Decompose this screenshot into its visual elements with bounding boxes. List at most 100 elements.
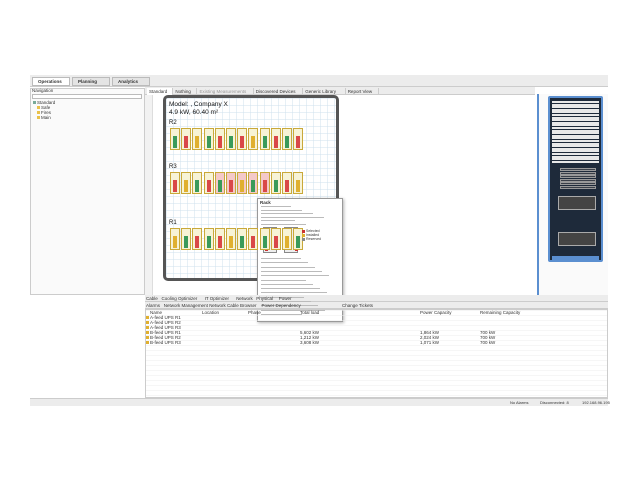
table-tab-label[interactable]: Network Management bbox=[163, 303, 208, 308]
rack-unit bbox=[552, 147, 599, 150]
detail-line bbox=[261, 262, 308, 264]
model-summary: 4.9 kW, 60.40 m² bbox=[169, 109, 219, 116]
column-header[interactable]: Total load bbox=[300, 310, 320, 315]
bottom-tab-label[interactable]: Power bbox=[278, 296, 292, 301]
rack-unit bbox=[552, 140, 599, 142]
rack-load bbox=[285, 236, 289, 248]
legend-swatch bbox=[302, 238, 305, 241]
detail-line bbox=[261, 220, 295, 221]
model-label: Model: , Company X bbox=[169, 101, 228, 108]
row-label: R1 bbox=[169, 220, 177, 226]
rack-load bbox=[296, 136, 301, 148]
rack-load bbox=[206, 136, 211, 148]
bottom-tab-label[interactable]: Cooling Optimizer bbox=[161, 296, 198, 301]
column-header[interactable]: Location bbox=[202, 310, 220, 315]
bottom-tab-label[interactable]: Network bbox=[236, 296, 253, 301]
tree-item[interactable]: Fires bbox=[41, 110, 51, 115]
rack-unit bbox=[552, 142, 599, 145]
legend-swatch bbox=[302, 230, 305, 233]
rack-load bbox=[184, 136, 189, 148]
tree-icon bbox=[37, 116, 40, 119]
perspective-tab[interactable] bbox=[32, 77, 70, 86]
rack-unit bbox=[552, 155, 599, 158]
table-cell: 2,024 kW bbox=[420, 335, 440, 340]
editor-tab[interactable] bbox=[254, 88, 304, 95]
legend-swatch bbox=[302, 234, 305, 237]
rack-unit bbox=[552, 101, 599, 103]
column-header[interactable]: Phase bbox=[248, 310, 261, 315]
perspective-tab[interactable] bbox=[112, 77, 150, 86]
rack-unit bbox=[552, 106, 599, 109]
rack-device bbox=[560, 168, 596, 171]
rack-unit bbox=[552, 153, 599, 155]
table-tab-label[interactable]: Network Cable Browser bbox=[209, 303, 257, 308]
detail-line bbox=[261, 216, 324, 218]
tree-item[interactable]: Safe bbox=[41, 105, 51, 110]
perspective-tab[interactable] bbox=[72, 77, 110, 86]
tree-item[interactable]: Main bbox=[41, 115, 51, 120]
rack-unit bbox=[552, 103, 599, 106]
column-header[interactable]: Power Capacity bbox=[420, 310, 452, 315]
column-header[interactable]: Name bbox=[150, 310, 163, 315]
rack-device bbox=[560, 178, 596, 182]
row-icon bbox=[146, 331, 149, 334]
table-tab-bar bbox=[145, 302, 608, 309]
editor-tab[interactable] bbox=[346, 88, 379, 95]
detail-line bbox=[261, 296, 304, 298]
rack-load bbox=[206, 236, 211, 248]
table-tab-label[interactable]: Alarms bbox=[146, 303, 161, 308]
search-field[interactable] bbox=[32, 94, 142, 99]
detail-line bbox=[261, 223, 306, 225]
rack-load bbox=[240, 180, 245, 192]
rack-load bbox=[262, 236, 267, 248]
rack-unit bbox=[552, 150, 599, 153]
editor-tab[interactable] bbox=[198, 88, 254, 95]
rack-unit bbox=[552, 134, 599, 137]
detail-line bbox=[261, 305, 318, 307]
detail-line bbox=[261, 309, 325, 311]
table-tab-label[interactable]: Power Dependency bbox=[261, 303, 301, 308]
editor-tab[interactable] bbox=[147, 88, 174, 95]
rack-unit bbox=[552, 119, 599, 122]
rack-load bbox=[173, 136, 177, 148]
rack-device bbox=[558, 232, 596, 246]
column-header[interactable]: Remaining Capacity bbox=[480, 310, 521, 315]
rack-load bbox=[184, 236, 189, 248]
rack-load bbox=[262, 180, 267, 192]
rack-load bbox=[273, 236, 278, 248]
rack-device bbox=[558, 196, 596, 210]
rack-load bbox=[296, 236, 301, 248]
editor-tab-label: Report View bbox=[347, 89, 373, 94]
rack-load bbox=[173, 180, 177, 192]
rack-load bbox=[262, 136, 267, 148]
bottom-tab-label[interactable]: IT Optimizer bbox=[204, 296, 230, 301]
rack-load bbox=[273, 180, 278, 192]
table-cell: B-feed UPS R2 bbox=[150, 335, 181, 340]
row-icon bbox=[146, 326, 149, 329]
rack-device bbox=[560, 182, 596, 185]
editor-tab-label: Discovered Devices bbox=[255, 89, 296, 94]
rack-load bbox=[229, 236, 233, 248]
rack-base bbox=[552, 256, 599, 260]
editor-tab[interactable] bbox=[173, 88, 198, 95]
table-cell: 700 kW bbox=[480, 340, 496, 345]
table-cell: 1,212 kW bbox=[300, 335, 320, 340]
editor-tab[interactable] bbox=[303, 88, 346, 95]
legend-label: Installed bbox=[306, 233, 320, 237]
detail-line bbox=[261, 275, 329, 277]
rack-load bbox=[184, 180, 189, 192]
rack-unit bbox=[552, 114, 599, 116]
rack-device bbox=[560, 171, 596, 175]
table-tab-label[interactable]: Change Tickets bbox=[342, 303, 374, 308]
status-item: Disconnected: 8 bbox=[540, 400, 569, 405]
bottom-tab-label[interactable]: Physical bbox=[256, 296, 274, 301]
rack-load bbox=[251, 236, 256, 248]
table-cell: 700 kW bbox=[480, 335, 496, 340]
bottom-tab-label[interactable]: Cable bbox=[146, 296, 158, 301]
rack-load bbox=[273, 136, 278, 148]
row-icon bbox=[146, 321, 149, 324]
detail-line bbox=[261, 270, 322, 272]
table-cell: 700 kW bbox=[480, 330, 496, 335]
tree-item[interactable]: Standard bbox=[37, 100, 56, 105]
